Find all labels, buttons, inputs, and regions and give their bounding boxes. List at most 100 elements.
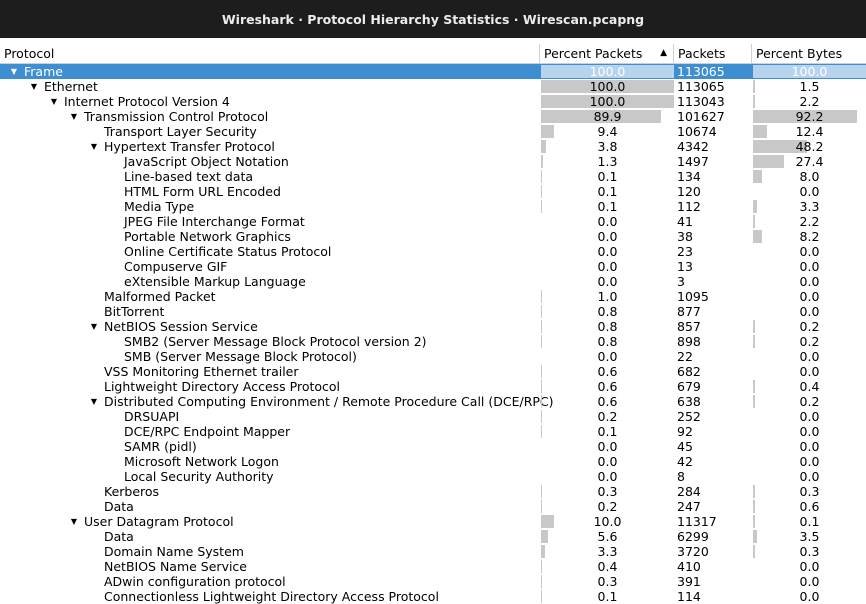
packets-cell: 1497 bbox=[677, 154, 751, 169]
packets-value: 23 bbox=[677, 244, 693, 259]
packets-cell: 101627 bbox=[677, 109, 751, 124]
packets-value: 3 bbox=[677, 274, 685, 289]
percent-packets-value: 10.0 bbox=[593, 514, 622, 529]
tree-row[interactable]: Media Type 0.1 112 3.3 bbox=[0, 199, 866, 214]
protocol-name: Malformed Packet bbox=[104, 289, 216, 304]
percent-packets-cell: 0.2 bbox=[541, 499, 674, 514]
tree-row[interactable]: NetBIOS Name Service 0.4 410 0.0 bbox=[0, 559, 866, 574]
percent-bytes-cell: 0.0 bbox=[753, 409, 866, 424]
packets-value: 13 bbox=[677, 259, 693, 274]
percent-bytes-cell: 27.4 bbox=[753, 154, 866, 169]
tree-row[interactable]: JavaScript Object Notation 1.3 1497 27.4 bbox=[0, 154, 866, 169]
protocol-name-cell: JPEG File Interchange Format bbox=[0, 214, 644, 229]
packets-cell: 22 bbox=[677, 349, 751, 364]
percent-bytes-value: 1.5 bbox=[799, 79, 820, 94]
tree-row[interactable]: ▼ Transmission Control Protocol 89.9 101627… bbox=[0, 109, 866, 124]
expand-arrow-icon[interactable]: ▼ bbox=[90, 142, 98, 151]
expand-arrow-icon[interactable]: ▼ bbox=[90, 322, 98, 331]
column-header-percent-bytes[interactable]: Percent Bytes bbox=[752, 44, 866, 63]
percent-bytes-cell: 0.6 bbox=[753, 499, 866, 514]
tree-row[interactable]: ▼ Internet Protocol Version 4 100.0 113043 2… bbox=[0, 94, 866, 109]
tree-row[interactable]: SAMR (pidl) 0.0 45 0.0 bbox=[0, 439, 866, 454]
column-header-protocol[interactable]: Protocol bbox=[0, 44, 540, 63]
tree-row[interactable]: SMB2 (Server Message Block Protocol vers… bbox=[0, 334, 866, 349]
tree-row[interactable]: Local Security Authority 0.0 8 0.0 bbox=[0, 469, 866, 484]
tree-row[interactable]: Data 5.6 6299 3.5 bbox=[0, 529, 866, 544]
tree-row[interactable]: Compuserve GIF 0.0 13 0.0 bbox=[0, 259, 866, 274]
expand-arrow-icon[interactable]: ▼ bbox=[90, 397, 98, 406]
percent-packets-value: 0.0 bbox=[597, 259, 618, 274]
tree-row[interactable]: DCE/RPC Endpoint Mapper 0.1 92 0.0 bbox=[0, 424, 866, 439]
protocol-name: NetBIOS Name Service bbox=[104, 559, 247, 574]
percent-packets-bar bbox=[541, 95, 674, 108]
protocol-name: BitTorrent bbox=[104, 304, 165, 319]
tree-row[interactable]: Line-based text data 0.1 134 8.0 bbox=[0, 169, 866, 184]
tree-row[interactable]: SMB (Server Message Block Protocol) 0.0 22… bbox=[0, 349, 866, 364]
percent-bytes-cell: 100.0 bbox=[753, 64, 866, 79]
percent-bytes-bar bbox=[753, 95, 756, 108]
tree-row[interactable]: VSS Monitoring Ethernet trailer 0.6 682 0.0 bbox=[0, 364, 866, 379]
tree-row[interactable]: Malformed Packet 1.0 1095 0.0 bbox=[0, 289, 866, 304]
tree-row[interactable]: ▼ Frame 100.0 113065 100.0 bbox=[0, 64, 866, 79]
expand-arrow-icon[interactable]: ▼ bbox=[50, 97, 58, 106]
tree-row[interactable]: ▼ Distributed Computing Environment / Rem… bbox=[0, 394, 866, 409]
percent-packets-value: 0.0 bbox=[597, 349, 618, 364]
packets-value: 247 bbox=[677, 499, 701, 514]
protocol-name: Distributed Computing Environment / Remo… bbox=[104, 394, 554, 409]
tree-row[interactable]: Connectionless Lightweight Directory Acc… bbox=[0, 589, 866, 604]
tree-row[interactable]: ▼ Ethernet 100.0 113065 1.5 bbox=[0, 79, 866, 94]
percent-packets-cell: 0.3 bbox=[541, 484, 674, 499]
tree-row[interactable]: Kerberos 0.3 284 0.3 bbox=[0, 484, 866, 499]
expand-arrow-icon[interactable]: ▼ bbox=[30, 82, 38, 91]
tree-row[interactable]: Microsoft Network Logon 0.0 42 0.0 bbox=[0, 454, 866, 469]
percent-packets-cell: 0.6 bbox=[541, 364, 674, 379]
percent-packets-cell: 0.0 bbox=[541, 439, 674, 454]
tree-row[interactable]: JPEG File Interchange Format 0.0 41 2.2 bbox=[0, 214, 866, 229]
column-header-percent-packets[interactable]: Percent Packets ▲ bbox=[540, 44, 674, 63]
column-header-packets[interactable]: Packets bbox=[674, 44, 752, 63]
tree-row[interactable]: BitTorrent 0.8 877 0.0 bbox=[0, 304, 866, 319]
tree-row[interactable]: ▼ NetBIOS Session Service 0.8 857 0.2 bbox=[0, 319, 866, 334]
tree-row[interactable]: Transport Layer Security 9.4 10674 12.4 bbox=[0, 124, 866, 139]
percent-packets-bar bbox=[541, 485, 542, 498]
protocol-name: Compuserve GIF bbox=[124, 259, 228, 274]
packets-value: 6299 bbox=[677, 529, 709, 544]
tree-row[interactable]: HTML Form URL Encoded 0.1 120 0.0 bbox=[0, 184, 866, 199]
percent-packets-cell: 0.3 bbox=[541, 574, 674, 589]
sort-ascending-icon: ▲ bbox=[660, 48, 667, 58]
protocol-name-cell: Transport Layer Security bbox=[0, 124, 624, 139]
protocol-name: Local Security Authority bbox=[124, 469, 274, 484]
percent-bytes-value: 3.5 bbox=[799, 529, 820, 544]
percent-packets-cell: 1.0 bbox=[541, 289, 674, 304]
protocol-name: Ethernet bbox=[44, 79, 98, 94]
tree-row[interactable]: DRSUAPI 0.2 252 0.0 bbox=[0, 409, 866, 424]
percent-packets-cell: 0.8 bbox=[541, 319, 674, 334]
percent-packets-value: 0.2 bbox=[597, 409, 618, 424]
tree-row[interactable]: Portable Network Graphics 0.0 38 8.2 bbox=[0, 229, 866, 244]
tree-row[interactable]: eXtensible Markup Language 0.0 3 0.0 bbox=[0, 274, 866, 289]
percent-packets-cell: 100.0 bbox=[541, 64, 674, 79]
tree-row[interactable]: Data 0.2 247 0.6 bbox=[0, 499, 866, 514]
packets-cell: 898 bbox=[677, 334, 751, 349]
packets-value: 101627 bbox=[677, 109, 725, 124]
tree-row[interactable]: ADwin configuration protocol 0.3 391 0.0 bbox=[0, 574, 866, 589]
expand-arrow-icon[interactable]: ▼ bbox=[70, 112, 78, 121]
expand-arrow-icon[interactable]: ▼ bbox=[10, 67, 18, 76]
percent-packets-cell: 3.8 bbox=[541, 139, 674, 154]
tree-row[interactable]: Lightweight Directory Access Protocol 0.6… bbox=[0, 379, 866, 394]
percent-bytes-value: 3.3 bbox=[799, 199, 820, 214]
tree-row[interactable]: ▼ User Datagram Protocol 10.0 11317 0.1 bbox=[0, 514, 866, 529]
percent-bytes-bar bbox=[753, 65, 866, 78]
percent-packets-value: 9.4 bbox=[597, 124, 618, 139]
percent-bytes-cell: 3.5 bbox=[753, 529, 866, 544]
expand-arrow-icon[interactable]: ▼ bbox=[70, 517, 78, 526]
protocol-name-cell: Local Security Authority bbox=[0, 469, 644, 484]
percent-packets-cell: 5.6 bbox=[541, 529, 674, 544]
tree-row[interactable]: ▼ Hypertext Transfer Protocol 3.8 4342 48.2 bbox=[0, 139, 866, 154]
tree-row[interactable]: Online Certificate Status Protocol 0.0 23 0… bbox=[0, 244, 866, 259]
percent-bytes-value: 8.0 bbox=[799, 169, 820, 184]
packets-cell: 410 bbox=[677, 559, 751, 574]
packets-cell: 3720 bbox=[677, 544, 751, 559]
percent-bytes-bar bbox=[753, 545, 755, 558]
tree-row[interactable]: Domain Name System 3.3 3720 0.3 bbox=[0, 544, 866, 559]
